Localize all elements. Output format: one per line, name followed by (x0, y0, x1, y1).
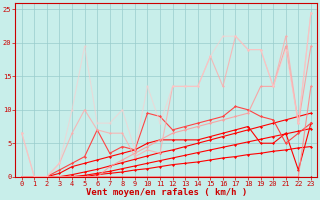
X-axis label: Vent moyen/en rafales ( km/h ): Vent moyen/en rafales ( km/h ) (86, 188, 247, 197)
